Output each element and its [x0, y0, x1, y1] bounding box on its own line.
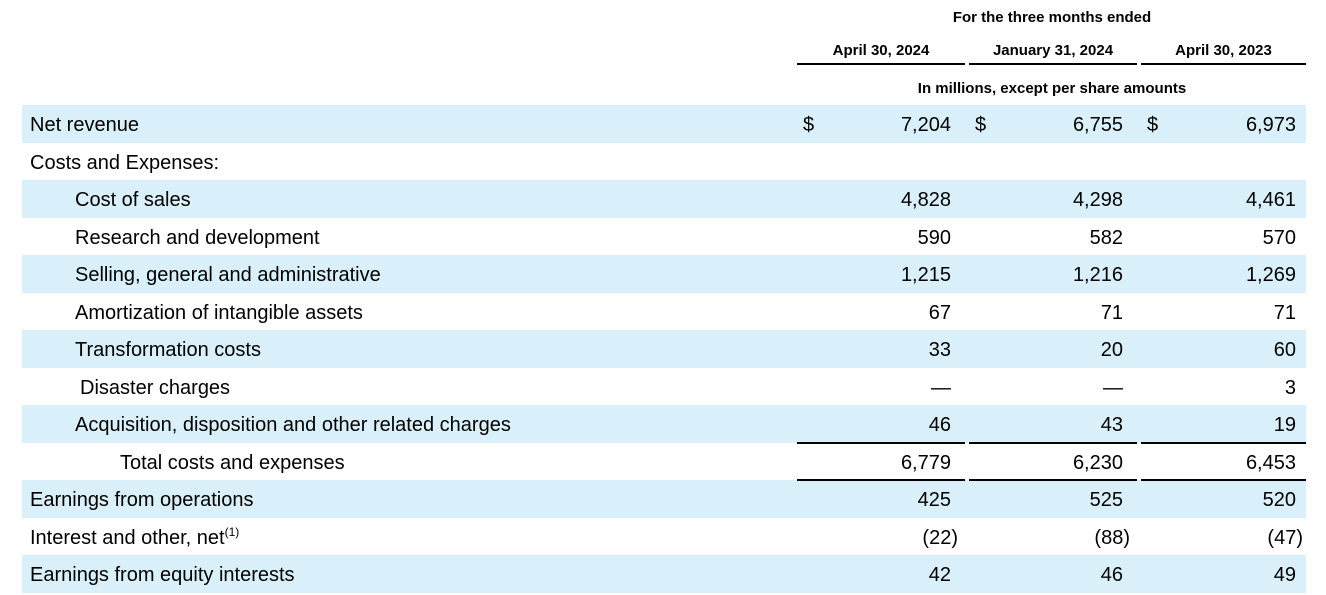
- value-apr-2024: 46: [928, 414, 951, 436]
- value-apr-2023: 6,453: [1245, 451, 1296, 474]
- total-rule: [1141, 479, 1306, 481]
- row-label: Research and development: [75, 226, 320, 249]
- value-apr-2023: (47): [1267, 526, 1303, 549]
- subtotal-rule: [797, 442, 965, 444]
- footnote-marker: (1): [224, 524, 240, 539]
- table-row-sga: Selling, general and administrative 1,21…: [22, 255, 1306, 293]
- table-row-net-revenue: Net revenue $ 7,204 $ 6,755 $ 6,973: [22, 105, 1306, 143]
- subtotal-rule: [969, 442, 1137, 444]
- value-apr-2024: 7,204: [900, 114, 951, 136]
- value-jan-2024: 4,298: [1072, 189, 1123, 211]
- period-header: For the three months ended: [952, 9, 1152, 26]
- value-apr-2023: 49: [1273, 564, 1296, 586]
- value-apr-2023: 19: [1273, 414, 1296, 436]
- value-jan-2024: 6,755: [1072, 114, 1123, 136]
- row-label: Transformation costs: [75, 339, 261, 361]
- row-label: Interest and other, net: [30, 526, 225, 549]
- value-jan-2024: (88): [1094, 526, 1130, 549]
- value-jan-2024: 525: [1089, 489, 1123, 511]
- value-jan-2024: 71: [1100, 301, 1123, 324]
- value-apr-2023: 520: [1262, 489, 1296, 511]
- row-label: Costs and Expenses:: [30, 151, 219, 174]
- currency-symbol: $: [1147, 114, 1159, 136]
- value-apr-2023: 1,269: [1245, 264, 1296, 286]
- value-jan-2024: 6,230: [1072, 451, 1123, 474]
- value-apr-2023: 3: [1284, 376, 1296, 399]
- value-apr-2024: 67: [928, 301, 951, 324]
- row-label: Selling, general and administrative: [75, 264, 381, 286]
- value-apr-2023: 60: [1273, 339, 1296, 361]
- table-row-cost-of-sales: Cost of sales 4,828 4,298 4,461: [22, 180, 1306, 218]
- value-jan-2024: 20: [1100, 339, 1123, 361]
- value-apr-2023: 71: [1273, 301, 1296, 324]
- row-label: Amortization of intangible assets: [75, 301, 363, 324]
- row-label-wrapper: Interest and other, net(1): [30, 518, 239, 556]
- column-header-apr-2024: April 30, 2024: [797, 42, 965, 65]
- table-row-research-development: Research and development 590 582 570: [22, 218, 1306, 256]
- row-label: Disaster charges: [80, 376, 231, 399]
- row-label: Earnings from equity interests: [30, 564, 295, 586]
- row-label: Acquisition, disposition and other relat…: [75, 414, 511, 436]
- total-rule: [969, 479, 1137, 481]
- total-rule: [797, 479, 965, 481]
- value-jan-2024: 582: [1089, 226, 1123, 249]
- value-apr-2023: 6,973: [1245, 114, 1296, 136]
- row-label: Cost of sales: [75, 189, 191, 211]
- table-row-transformation-costs: Transformation costs 33 20 60: [22, 330, 1306, 368]
- table-row-acquisition-charges: Acquisition, disposition and other relat…: [22, 405, 1306, 443]
- currency-symbol: $: [975, 114, 987, 136]
- table-row-interest-other: Interest and other, net(1) (22) (88) (47…: [22, 518, 1306, 556]
- value-apr-2024: 425: [917, 489, 951, 511]
- row-label: Earnings from operations: [30, 489, 254, 511]
- value-apr-2024: 33: [928, 339, 951, 361]
- currency-symbol: $: [803, 114, 815, 136]
- value-apr-2024: 590: [917, 226, 951, 249]
- value-apr-2024: (22): [922, 526, 958, 549]
- value-jan-2024: 43: [1100, 414, 1123, 436]
- column-header-jan-2024: January 31, 2024: [969, 42, 1137, 65]
- value-jan-2024: —: [1103, 376, 1123, 399]
- value-apr-2024: 4,828: [900, 189, 951, 211]
- value-jan-2024: 1,216: [1072, 264, 1123, 286]
- value-jan-2024: 46: [1100, 564, 1123, 586]
- value-apr-2024: 42: [928, 564, 951, 586]
- row-label: Total costs and expenses: [120, 451, 345, 474]
- table-row-earnings-operations: Earnings from operations 425 525 520: [22, 480, 1306, 518]
- table-row-amortization: Amortization of intangible assets 67 71 …: [22, 293, 1306, 331]
- units-note: In millions, except per share amounts: [917, 80, 1187, 97]
- value-apr-2023: 570: [1262, 226, 1296, 249]
- table-row-section-costs: Costs and Expenses:: [22, 143, 1306, 181]
- subtotal-rule: [1141, 442, 1306, 444]
- table-row-disaster-charges: Disaster charges — — 3: [22, 368, 1306, 406]
- value-apr-2024: 1,215: [900, 264, 951, 286]
- value-apr-2023: 4,461: [1245, 189, 1296, 211]
- column-header-apr-2023: April 30, 2023: [1141, 42, 1306, 65]
- value-apr-2024: 6,779: [900, 451, 951, 474]
- row-label: Net revenue: [30, 114, 139, 136]
- table-row-earnings-equity: Earnings from equity interests 42 46 49: [22, 555, 1306, 593]
- value-apr-2024: —: [931, 376, 951, 399]
- table-row-total-costs: Total costs and expenses 6,779 6,230 6,4…: [22, 443, 1306, 481]
